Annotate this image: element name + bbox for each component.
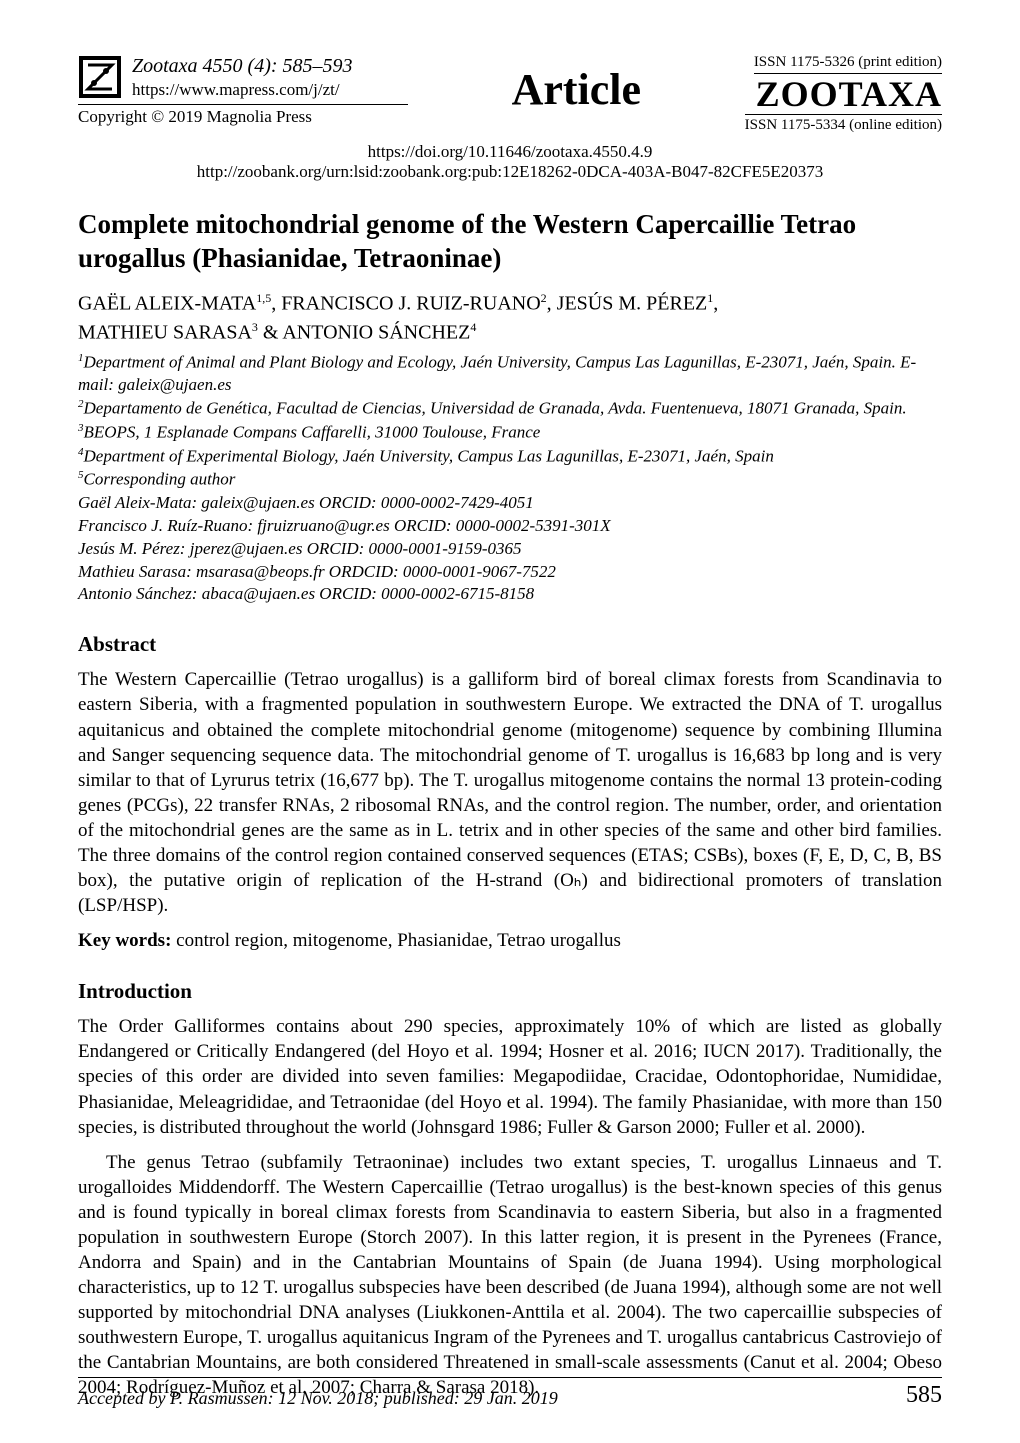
author-2-sep: , FRANCISCO J. RUIZ-RUANO (271, 292, 540, 314)
masthead-left: Zootaxa 4550 (4): 585–593 https://www.ma… (78, 54, 408, 127)
affil-1-text: Department of Animal and Plant Biology a… (78, 352, 916, 394)
affil-5-text: Corresponding author (84, 470, 236, 489)
orcid-4: Mathieu Sarasa: msarasa@beops.fr ORDCID:… (78, 561, 942, 584)
author-5-affil-sup: 4 (470, 320, 476, 334)
intro-p1: The Order Galliformes contains about 290… (78, 1014, 942, 1139)
masthead-left-top: Zootaxa 4550 (4): 585–593 https://www.ma… (78, 54, 408, 100)
affiliations: 1Department of Animal and Plant Biology … (78, 351, 942, 492)
journal-brand: ZOOTAXA (756, 76, 942, 112)
author-3-sep: , JESÚS M. PÉREZ (547, 292, 708, 314)
affil-3-text: BEOPS, 1 Esplanade Compans Caffarelli, 3… (84, 423, 541, 442)
abstract-heading: Abstract (78, 632, 942, 657)
author-1: GAËL ALEIX-MATA (78, 292, 256, 314)
authors-line-2: MATHIEU SARASA3 & ANTONIO SÁNCHEZ4 (78, 319, 942, 347)
orcid-5: Antonio Sánchez: abaca@ujaen.es ORCID: 0… (78, 583, 942, 606)
orcid-block: Gaël Aleix-Mata: galeix@ujaen.es ORCID: … (78, 492, 942, 607)
affil-2: 2Departamento de Genética, Facultad de C… (78, 397, 942, 421)
issn-online: ISSN 1175-5334 (online edition) (745, 114, 942, 134)
copyright-line: Copyright © 2019 Magnolia Press (78, 104, 408, 127)
orcid-2: Francisco J. Ruíz-Ruano: fjruizruano@ugr… (78, 515, 942, 538)
zoobank-line: http://zoobank.org/urn:lsid:zoobank.org:… (78, 162, 942, 182)
masthead-right: ISSN 1175-5326 (print edition) ZOOTAXA I… (745, 54, 942, 134)
accepted-line: Accepted by P. Rasmussen: 12 Nov. 2018; … (78, 1388, 558, 1409)
affil-4: 4Department of Experimental Biology, Jaé… (78, 445, 942, 469)
author-trailing-comma: , (713, 292, 718, 314)
keywords-label: Key words: (78, 930, 171, 951)
introduction-heading: Introduction (78, 979, 942, 1004)
abstract-paragraph: The Western Capercaillie (Tetrao urogall… (78, 667, 942, 918)
article-label: Article (512, 64, 641, 115)
affil-1: 1Department of Animal and Plant Biology … (78, 351, 942, 398)
author-1-affil-sup: 1,5 (256, 291, 271, 305)
orcid-3: Jesús M. Pérez: jperez@ujaen.es ORCID: 0… (78, 538, 942, 561)
journal-url: https://www.mapress.com/j/zt/ (132, 79, 353, 100)
authors-line-1: GAËL ALEIX-MATA1,5, FRANCISCO J. RUIZ-RU… (78, 290, 942, 318)
article-title: Complete mitochondrial genome of the Wes… (78, 208, 942, 276)
author-5-sep: & ANTONIO SÁNCHEZ (258, 322, 470, 344)
masthead-left-textblock: Zootaxa 4550 (4): 585–593 https://www.ma… (132, 54, 353, 100)
keywords-text: control region, mitogenome, Phasianidae,… (171, 930, 620, 951)
journal-logo-icon (78, 55, 122, 99)
keywords-line: Key words: control region, mitogenome, P… (78, 928, 942, 953)
page-number: 585 (906, 1382, 942, 1409)
issn-print: ISSN 1175-5326 (print edition) (754, 54, 942, 74)
affil-3: 3BEOPS, 1 Esplanade Compans Caffarelli, … (78, 421, 942, 445)
masthead: Zootaxa 4550 (4): 585–593 https://www.ma… (78, 54, 942, 134)
orcid-1: Gaël Aleix-Mata: galeix@ujaen.es ORCID: … (78, 492, 942, 515)
affil-2-text: Departamento de Genética, Facultad de Ci… (84, 399, 907, 418)
doi-block: https://doi.org/10.11646/zootaxa.4550.4.… (78, 142, 942, 182)
journal-citation: Zootaxa 4550 (4): 585–593 (132, 54, 353, 79)
affil-4-text: Department of Experimental Biology, Jaén… (84, 446, 774, 465)
intro-p2: The genus Tetrao (subfamily Tetraoninae)… (78, 1150, 942, 1401)
author-4: MATHIEU SARASA (78, 322, 252, 344)
doi-line: https://doi.org/10.11646/zootaxa.4550.4.… (78, 142, 942, 162)
page: Zootaxa 4550 (4): 585–593 https://www.ma… (0, 0, 1020, 1443)
affil-5: 5Corresponding author (78, 468, 942, 492)
page-footer: Accepted by P. Rasmussen: 12 Nov. 2018; … (78, 1377, 942, 1409)
